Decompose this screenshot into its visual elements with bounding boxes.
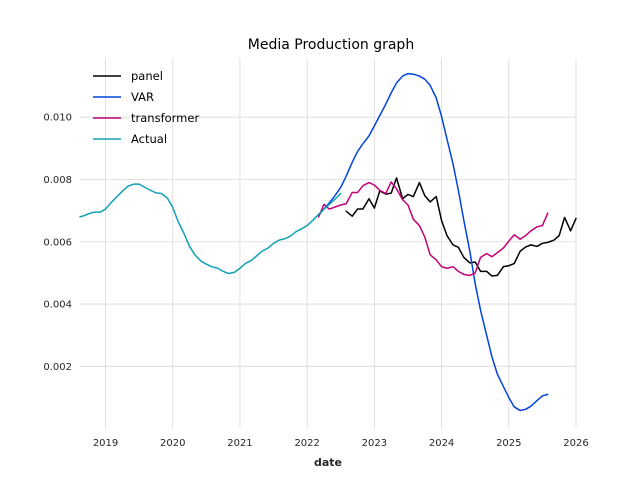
y-axis: 0.002 0.004 0.006 0.008 0.010	[43, 113, 72, 373]
legend-label-var: VAR	[131, 90, 154, 104]
legend: panel VAR transformer Actual	[93, 69, 199, 146]
x-axis: 2019 2020 2021 2022 2023 2024 2025 2026	[93, 438, 589, 449]
series-layer	[79, 72, 577, 412]
series-line-actual	[79, 183, 342, 275]
x-tick-label: 2022	[294, 438, 319, 449]
x-tick-label: 2025	[496, 438, 521, 449]
x-tick-label: 2023	[362, 438, 387, 449]
x-tick-label: 2024	[429, 438, 454, 449]
y-tick-label: 0.008	[43, 175, 72, 186]
y-tick-label: 0.006	[43, 237, 72, 248]
series-line-var	[317, 72, 549, 412]
y-tick-label: 0.004	[43, 300, 72, 311]
x-tick-label: 2020	[160, 438, 185, 449]
chart-title: Media Production graph	[248, 37, 414, 53]
legend-label-transformer: transformer	[131, 111, 199, 125]
x-axis-label: date	[314, 456, 342, 469]
series-line-panel	[345, 177, 577, 277]
x-tick-label: 2019	[93, 438, 118, 449]
x-tick-label: 2021	[227, 438, 252, 449]
x-tick-label: 2026	[563, 438, 588, 449]
series-line-transformer	[317, 181, 549, 277]
legend-label-panel: panel	[131, 69, 163, 83]
legend-label-actual: Actual	[131, 132, 167, 146]
y-tick-label: 0.010	[43, 113, 72, 124]
y-tick-label: 0.002	[43, 362, 72, 373]
